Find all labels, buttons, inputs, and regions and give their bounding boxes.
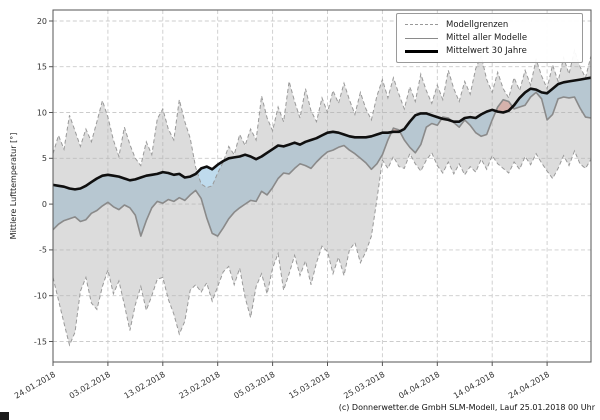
- plot-border: [52, 9, 592, 363]
- legend-label: Mittelwert 30 Jahre: [446, 45, 527, 56]
- legend-item-climate-mean: Mittelwert 30 Jahre: [405, 47, 574, 56]
- corner-artifact: [0, 412, 9, 420]
- model-mean-line: [52, 91, 592, 237]
- model-range-fill: [53, 50, 591, 346]
- x-tick-label: 04.04.2018: [397, 370, 441, 401]
- climate-mean-line: [52, 76, 592, 191]
- model-range-upper-line: [52, 48, 592, 189]
- y-tick-label: -15: [34, 337, 47, 346]
- model-range-lower-line: [52, 149, 592, 347]
- y-axis-label: Mittlere Lufttemperatur [°]: [9, 132, 18, 240]
- copyright-caption: (c) Donnerwetter.de GmbH SLM-Modell, Lau…: [338, 403, 595, 412]
- legend-item-model-mean: Mittel aller Modelle: [405, 34, 574, 43]
- legend-label: Modellgrenzen: [446, 19, 509, 30]
- y-tick-label: 0: [42, 200, 47, 209]
- y-tick-label: 5: [42, 154, 47, 163]
- x-tick-label: 25.03.2018: [342, 370, 386, 401]
- y-tick-label: 20: [37, 17, 47, 26]
- x-tick-label: 05.03.2018: [232, 370, 276, 401]
- y-tick-label: -10: [34, 292, 47, 301]
- dashed-line-swatch-icon: [405, 24, 438, 26]
- legend-item-model-bounds: Modellgrenzen: [405, 21, 574, 30]
- cold-anomaly-fill: [53, 77, 591, 237]
- x-tick-label: 23.02.2018: [178, 370, 222, 401]
- x-tick-label: 15.03.2018: [287, 370, 331, 401]
- legend-label: Mittel aller Modelle: [446, 32, 528, 43]
- x-tick-label: 13.02.2018: [123, 370, 167, 401]
- y-tick-label: -5: [39, 246, 47, 255]
- y-tick-label: 15: [37, 63, 47, 72]
- legend-box: Modellgrenzen Mittel aller Modelle Mitte…: [396, 13, 583, 63]
- x-tick-label: 03.02.2018: [68, 370, 112, 401]
- x-tick-label: 24.01.2018: [13, 370, 57, 401]
- x-tick-label: 14.04.2018: [452, 370, 496, 401]
- gray-line-swatch-icon: [405, 37, 438, 39]
- x-tick-label: 24.04.2018: [507, 370, 551, 401]
- y-tick-label: 10: [37, 108, 47, 117]
- black-line-swatch-icon: [405, 49, 438, 53]
